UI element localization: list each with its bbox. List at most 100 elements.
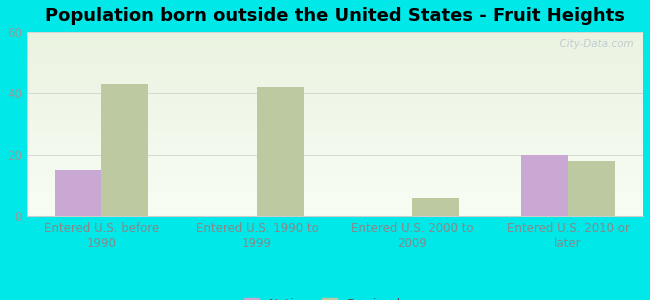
Bar	[27, 49, 643, 50]
Bar	[27, 63, 643, 65]
Bar	[27, 200, 643, 201]
Bar	[27, 144, 643, 146]
Bar	[27, 207, 643, 208]
Bar	[27, 106, 643, 107]
Bar	[27, 172, 643, 174]
Bar	[27, 188, 643, 190]
Bar	[27, 166, 643, 168]
Bar	[27, 84, 643, 85]
Bar	[27, 58, 643, 60]
Bar	[27, 71, 643, 73]
Bar	[27, 150, 643, 152]
Bar	[27, 212, 643, 214]
Bar	[27, 208, 643, 211]
Bar	[27, 146, 643, 148]
Bar	[27, 183, 643, 185]
Bar	[27, 60, 643, 61]
Bar	[27, 87, 643, 89]
Bar	[27, 124, 643, 126]
Bar	[27, 164, 643, 166]
Legend: Native, Foreign-born: Native, Foreign-born	[239, 293, 431, 300]
Bar	[27, 198, 643, 200]
Bar	[55, 170, 101, 216]
Bar	[27, 80, 643, 82]
Bar	[27, 128, 643, 130]
Bar	[27, 141, 643, 142]
Bar	[27, 118, 643, 120]
Bar	[27, 65, 643, 67]
Bar	[27, 131, 643, 133]
Bar	[27, 163, 643, 164]
Bar	[27, 148, 643, 150]
Bar	[27, 76, 643, 78]
Bar	[27, 45, 643, 47]
Bar	[27, 117, 643, 118]
Bar	[27, 135, 643, 137]
Text: City-Data.com: City-Data.com	[552, 39, 634, 50]
Bar	[27, 176, 643, 177]
Bar	[27, 177, 643, 179]
Bar	[27, 133, 643, 135]
Bar	[27, 91, 643, 93]
Bar	[27, 120, 643, 122]
Bar	[27, 174, 643, 176]
Bar	[27, 85, 643, 87]
Bar	[27, 50, 643, 52]
Bar	[27, 93, 643, 94]
Bar	[27, 137, 643, 139]
Bar	[27, 142, 643, 144]
Bar	[27, 104, 643, 106]
Bar	[27, 36, 643, 38]
Bar	[27, 122, 643, 124]
Bar	[27, 211, 643, 212]
Bar	[27, 194, 643, 196]
Bar	[27, 168, 643, 170]
Title: Population born outside the United States - Fruit Heights: Population born outside the United State…	[45, 7, 625, 25]
Bar	[27, 32, 643, 34]
Bar	[27, 94, 643, 96]
Bar	[27, 69, 643, 71]
Bar	[27, 170, 643, 172]
Bar	[27, 155, 643, 157]
Bar	[27, 39, 643, 41]
Bar	[27, 41, 643, 43]
Bar	[27, 179, 643, 181]
Bar	[568, 161, 615, 216]
Bar	[27, 52, 643, 54]
Bar	[27, 100, 643, 102]
Bar	[27, 96, 643, 98]
Bar	[27, 181, 643, 183]
Bar	[27, 74, 643, 76]
Bar	[27, 82, 643, 84]
Bar	[27, 43, 643, 45]
Bar	[27, 130, 643, 131]
Bar	[27, 154, 643, 155]
Bar	[27, 201, 643, 203]
Bar	[27, 152, 643, 154]
Bar	[27, 47, 643, 49]
Bar	[27, 185, 643, 187]
Bar	[27, 159, 643, 161]
Bar	[27, 205, 643, 207]
Bar	[27, 192, 643, 194]
Bar	[27, 98, 643, 100]
Bar	[257, 87, 304, 216]
Bar	[27, 214, 643, 216]
Bar	[27, 203, 643, 205]
Bar	[27, 56, 643, 58]
Bar	[27, 73, 643, 74]
Bar	[27, 61, 643, 63]
Bar	[27, 126, 643, 128]
Bar	[27, 113, 643, 115]
Bar	[27, 139, 643, 141]
Bar	[27, 54, 643, 56]
Bar	[27, 34, 643, 36]
Bar	[27, 115, 643, 117]
Bar	[27, 196, 643, 198]
Bar	[27, 67, 643, 69]
Bar	[27, 89, 643, 91]
Bar	[27, 107, 643, 109]
Bar	[27, 38, 643, 39]
Bar	[27, 187, 643, 188]
Bar	[27, 111, 643, 113]
